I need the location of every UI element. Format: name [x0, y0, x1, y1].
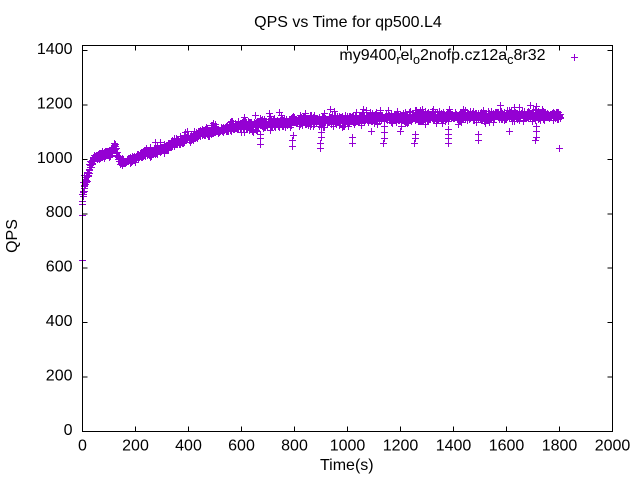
svg-text:1400: 1400 [37, 41, 73, 58]
svg-text:400: 400 [46, 313, 73, 330]
svg-text:0: 0 [64, 422, 73, 439]
svg-text:600: 600 [228, 438, 255, 455]
svg-text:400: 400 [175, 438, 202, 455]
svg-text:200: 200 [46, 368, 73, 385]
svg-text:1000: 1000 [330, 438, 366, 455]
svg-text:600: 600 [46, 259, 73, 276]
svg-text:1800: 1800 [542, 438, 578, 455]
svg-text:my9400relo2nofp.cz12ac8r32: my9400relo2nofp.cz12ac8r32 [339, 47, 545, 67]
svg-text:1000: 1000 [37, 150, 73, 167]
svg-text:QPS vs Time for qp500.L4: QPS vs Time for qp500.L4 [254, 14, 442, 31]
svg-text:800: 800 [281, 438, 308, 455]
svg-text:1200: 1200 [37, 95, 73, 112]
svg-text:2000: 2000 [595, 438, 631, 455]
svg-text:800: 800 [46, 204, 73, 221]
svg-text:1200: 1200 [383, 438, 419, 455]
svg-text:200: 200 [122, 438, 149, 455]
svg-text:1600: 1600 [489, 438, 525, 455]
svg-text:QPS: QPS [4, 219, 21, 253]
svg-text:1400: 1400 [436, 438, 472, 455]
svg-text:Time(s): Time(s) [320, 457, 374, 474]
svg-text:0: 0 [78, 438, 87, 455]
